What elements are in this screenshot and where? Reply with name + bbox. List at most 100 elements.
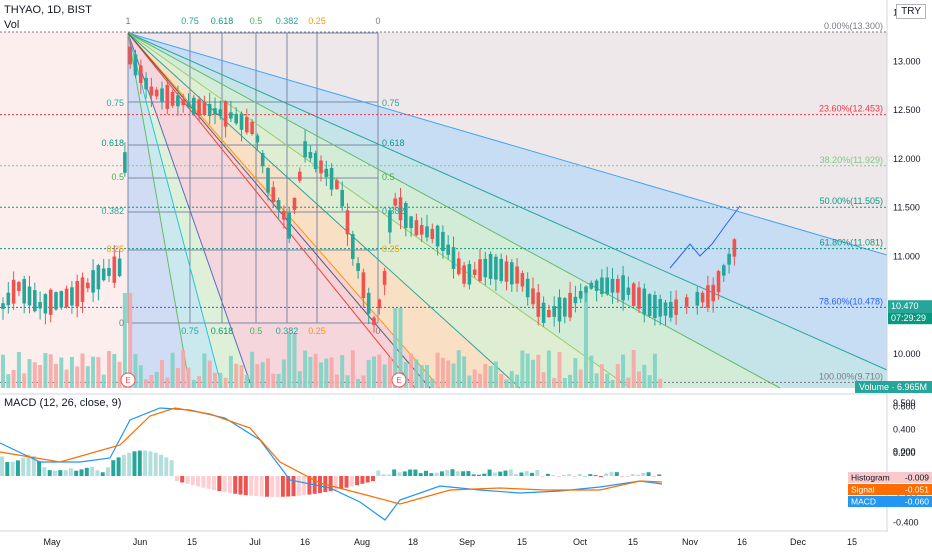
macd-histogram-bar bbox=[153, 452, 158, 476]
fib-level-label: 23.60%(12.453) bbox=[819, 104, 883, 114]
candle-body bbox=[1, 303, 5, 309]
candle-body bbox=[329, 168, 334, 190]
volume-bar bbox=[43, 353, 48, 388]
volume-bar bbox=[133, 354, 138, 388]
macd-histogram-bar bbox=[169, 460, 174, 476]
candle bbox=[11, 271, 16, 310]
time-tick: Oct bbox=[573, 537, 588, 547]
candle bbox=[154, 86, 159, 100]
candle bbox=[446, 235, 450, 260]
price-tick: 12.000 bbox=[893, 154, 921, 164]
fan-bottom-label: 0.5 bbox=[250, 326, 263, 336]
candle bbox=[568, 281, 572, 322]
candle bbox=[54, 291, 58, 311]
candle bbox=[626, 276, 631, 301]
macd-histogram-bar bbox=[556, 476, 561, 477]
fib-fan-labels: 1 0.75 0.618 0.5 0.382 0.25 0 0.75 0.618 0.5 0.382… bbox=[101, 16, 407, 388]
volume-bar bbox=[281, 359, 286, 388]
macd-histogram-bar bbox=[302, 476, 307, 496]
volume-bar bbox=[27, 359, 32, 388]
volume-bar bbox=[493, 361, 498, 388]
candle-body bbox=[91, 270, 95, 293]
candle-body bbox=[170, 91, 175, 106]
candle bbox=[711, 277, 715, 313]
volume-bar bbox=[382, 364, 387, 388]
candle bbox=[589, 280, 594, 290]
volume-bar bbox=[615, 363, 620, 388]
macd-histogram-bar bbox=[275, 476, 280, 497]
candle-body bbox=[700, 292, 705, 303]
macd-histogram-bar bbox=[545, 473, 550, 476]
candle bbox=[181, 93, 185, 113]
macd-histogram-bar bbox=[121, 454, 126, 476]
volume-bar bbox=[366, 360, 371, 388]
volume-bar bbox=[361, 375, 366, 388]
macd-histogram-bar bbox=[47, 470, 52, 476]
volume-bar bbox=[546, 350, 551, 388]
candle bbox=[70, 280, 74, 314]
candle bbox=[478, 249, 482, 283]
volume-bar bbox=[483, 363, 488, 388]
volume-bar bbox=[631, 350, 636, 388]
macd-histogram-bar bbox=[307, 476, 312, 495]
currency-badge[interactable]: TRY bbox=[896, 4, 926, 19]
candle bbox=[563, 296, 567, 324]
macd-histogram-bar bbox=[408, 469, 413, 476]
macd-histogram-bar bbox=[588, 474, 593, 476]
macd-histogram-bar bbox=[31, 456, 36, 476]
candle-body bbox=[642, 288, 647, 315]
candle-body bbox=[123, 152, 127, 173]
macd-histogram-bar bbox=[333, 476, 338, 490]
fan-top-label: 1 bbox=[125, 16, 130, 26]
candle-body bbox=[515, 266, 519, 284]
candle bbox=[351, 230, 355, 266]
candle bbox=[176, 85, 180, 116]
candle-body bbox=[626, 287, 631, 295]
macd-histogram-bar bbox=[233, 476, 238, 494]
volume-bar bbox=[499, 373, 504, 388]
macd-histogram-bar bbox=[413, 469, 418, 476]
candle bbox=[594, 279, 599, 302]
candle bbox=[149, 77, 154, 107]
fib-level-label: 78.60%(10.478) bbox=[819, 296, 883, 306]
candle-body bbox=[250, 121, 254, 135]
earnings-marker-icon bbox=[120, 372, 136, 388]
candle bbox=[59, 290, 64, 310]
candle-body bbox=[525, 278, 530, 298]
candle bbox=[234, 107, 238, 126]
fan-ray bbox=[127, 32, 416, 389]
candle bbox=[255, 133, 260, 151]
candle-body bbox=[488, 253, 493, 279]
candle bbox=[600, 269, 604, 298]
fan-top-label: 0.75 bbox=[181, 16, 199, 26]
candle bbox=[266, 167, 270, 201]
candle-body bbox=[541, 302, 546, 324]
volume-bar bbox=[515, 374, 520, 388]
volume-bar bbox=[38, 364, 43, 388]
candle-body bbox=[388, 210, 392, 233]
macd-legend: MACD (12, 26, close, 9) bbox=[4, 397, 122, 409]
candle-body bbox=[223, 101, 228, 127]
candle-body bbox=[308, 152, 313, 159]
macd-histogram-bar bbox=[68, 468, 73, 476]
macd-histogram-bar bbox=[270, 476, 275, 497]
volume-badge: Volume · 6.965M bbox=[859, 382, 927, 392]
candle bbox=[107, 259, 111, 282]
macd-histogram-bar bbox=[365, 476, 370, 483]
candle bbox=[435, 224, 440, 256]
macd-histogram-bar bbox=[471, 474, 476, 476]
volume-bar bbox=[557, 352, 562, 388]
candle-body bbox=[589, 282, 594, 289]
volume-bar bbox=[594, 373, 599, 388]
macd-histogram-bar bbox=[100, 472, 105, 476]
price-tick: 9.500 bbox=[893, 398, 916, 408]
fib-level-label: 100.00%(9.710) bbox=[819, 371, 883, 381]
candle-body bbox=[351, 234, 355, 259]
macd-histogram-bar bbox=[625, 476, 630, 477]
volume-bar bbox=[584, 293, 588, 388]
candle bbox=[27, 276, 32, 314]
volume-bar bbox=[48, 354, 53, 388]
volume-bar bbox=[292, 333, 297, 388]
